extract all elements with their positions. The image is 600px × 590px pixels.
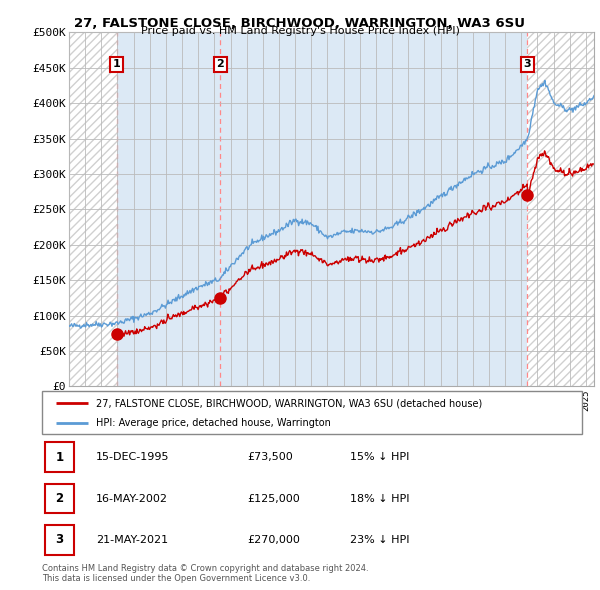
Text: 3: 3	[524, 60, 531, 69]
Text: 15% ↓ HPI: 15% ↓ HPI	[350, 453, 409, 462]
Bar	[527, 32, 594, 386]
Text: £73,500: £73,500	[247, 453, 293, 462]
Text: 1: 1	[113, 60, 121, 69]
Text: Contains HM Land Registry data © Crown copyright and database right 2024.
This d: Contains HM Land Registry data © Crown c…	[42, 563, 368, 583]
Bar	[45, 525, 74, 555]
Text: HPI: Average price, detached house, Warrington: HPI: Average price, detached house, Warr…	[96, 418, 331, 428]
Text: 23% ↓ HPI: 23% ↓ HPI	[350, 535, 409, 545]
Bar	[45, 484, 74, 513]
Text: 21-MAY-2021: 21-MAY-2021	[96, 535, 168, 545]
Text: 2: 2	[217, 60, 224, 69]
Text: 18% ↓ HPI: 18% ↓ HPI	[350, 494, 409, 503]
Text: 27, FALSTONE CLOSE, BIRCHWOOD, WARRINGTON, WA3 6SU: 27, FALSTONE CLOSE, BIRCHWOOD, WARRINGTO…	[74, 17, 526, 30]
Bar	[117, 32, 527, 386]
Text: 16-MAY-2002: 16-MAY-2002	[96, 494, 168, 503]
Text: Price paid vs. HM Land Registry's House Price Index (HPI): Price paid vs. HM Land Registry's House …	[140, 26, 460, 36]
Text: 1: 1	[55, 451, 64, 464]
Text: 27, FALSTONE CLOSE, BIRCHWOOD, WARRINGTON, WA3 6SU (detached house): 27, FALSTONE CLOSE, BIRCHWOOD, WARRINGTO…	[96, 398, 482, 408]
Bar	[45, 442, 74, 472]
Bar	[69, 32, 117, 386]
Text: 2: 2	[55, 492, 64, 505]
Text: 15-DEC-1995: 15-DEC-1995	[96, 453, 170, 462]
Text: £270,000: £270,000	[247, 535, 300, 545]
Text: 3: 3	[55, 533, 64, 546]
Text: £125,000: £125,000	[247, 494, 300, 503]
